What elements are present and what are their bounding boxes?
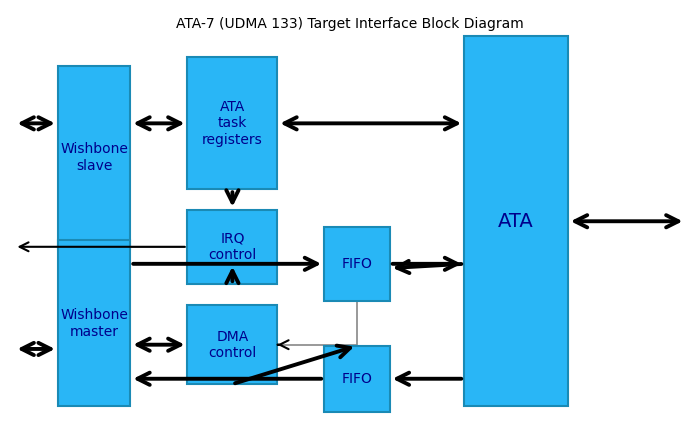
- Text: IRQ
control: IRQ control: [209, 232, 256, 262]
- Text: Wishbone
master: Wishbone master: [60, 308, 128, 339]
- Bar: [58, 66, 130, 249]
- Text: DMA
control: DMA control: [209, 329, 256, 360]
- Text: ATA: ATA: [498, 212, 534, 231]
- Bar: [324, 227, 390, 301]
- Bar: [188, 306, 277, 384]
- Text: FIFO: FIFO: [342, 257, 372, 271]
- Bar: [58, 240, 130, 406]
- Bar: [188, 57, 277, 189]
- Text: Wishbone
slave: Wishbone slave: [60, 142, 128, 172]
- Text: ATA-7 (UDMA 133) Target Interface Block Diagram: ATA-7 (UDMA 133) Target Interface Block …: [176, 17, 524, 31]
- Bar: [464, 36, 568, 406]
- Text: ATA
task
registers: ATA task registers: [202, 100, 262, 147]
- Bar: [324, 346, 390, 412]
- Bar: [188, 210, 277, 284]
- Text: FIFO: FIFO: [342, 372, 372, 386]
